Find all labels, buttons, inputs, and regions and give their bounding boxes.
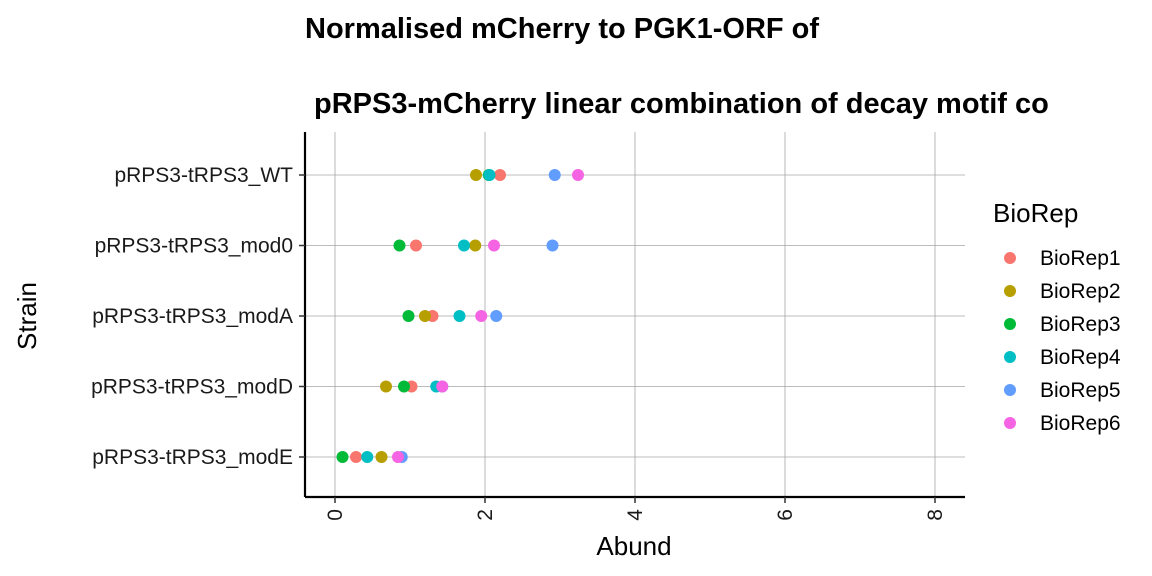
data-points <box>336 169 584 463</box>
legend-label: BioRep1 <box>1040 247 1121 270</box>
legend-swatch <box>1004 384 1016 396</box>
data-point <box>572 169 584 181</box>
data-point <box>350 451 362 463</box>
data-point <box>488 239 500 252</box>
data-point <box>494 169 506 181</box>
data-point <box>469 239 482 252</box>
data-point <box>548 169 561 181</box>
data-point <box>475 310 488 322</box>
y-tick-label: pRPS3-tRPS3_mod0 <box>95 235 293 258</box>
data-point <box>458 239 470 252</box>
data-point <box>361 451 374 463</box>
chart-title-line2: pRPS3-mCherry linear combination of deca… <box>314 88 1049 120</box>
x-tick-label: 8 <box>924 509 947 521</box>
data-point <box>490 310 503 322</box>
y-tick-label: pRPS3-tRPS3_WT <box>114 164 293 187</box>
y-tick-labels: pRPS3-tRPS3_WT pRPS3-tRPS3_mod0 pRPS3-tRPS… <box>91 164 305 469</box>
legend-title: BioRep <box>993 198 1078 228</box>
data-point <box>470 169 482 181</box>
legend-swatch <box>1004 285 1016 297</box>
data-point <box>398 380 410 393</box>
legend-label: BioRep3 <box>1040 313 1121 336</box>
x-tick-labels: 0 2 4 6 8 <box>324 497 947 521</box>
x-tick-label: 2 <box>474 509 497 521</box>
data-point <box>393 239 406 252</box>
data-point <box>546 239 559 252</box>
x-axis-title: Abund <box>596 531 671 561</box>
y-tick-label: pRPS3-tRPS3_modE <box>92 446 293 469</box>
x-tick-label: 4 <box>624 509 647 521</box>
legend-swatch <box>1004 351 1016 363</box>
legend-swatch <box>1004 417 1016 429</box>
data-point <box>483 169 496 181</box>
x-tick-label: 0 <box>324 509 347 521</box>
data-point <box>453 310 466 322</box>
data-point <box>402 310 415 322</box>
data-point <box>419 310 431 322</box>
chart-title-line1: Normalised mCherry to PGK1-ORF of <box>305 13 819 45</box>
legend-label: BioRep5 <box>1040 379 1121 402</box>
y-axis-title: Strain <box>12 282 42 350</box>
legend-swatch <box>1004 318 1016 330</box>
data-point <box>436 380 449 393</box>
legend-label: BioRep6 <box>1040 412 1121 435</box>
legend-label: BioRep4 <box>1040 346 1121 369</box>
data-point <box>380 380 392 393</box>
data-point <box>375 451 388 463</box>
y-tick-label: pRPS3-tRPS3_modA <box>92 305 293 328</box>
x-tick-label: 6 <box>774 509 797 521</box>
data-point <box>336 451 349 463</box>
data-point <box>410 239 422 252</box>
y-tick-label: pRPS3-tRPS3_modD <box>91 376 293 399</box>
legend: BioRep BioRep1 BioRep2 BioRep3 BioRep4 BioRe… <box>993 198 1121 435</box>
legend-swatch <box>1004 252 1016 264</box>
legend-label: BioRep2 <box>1040 280 1121 303</box>
data-point <box>392 451 404 463</box>
